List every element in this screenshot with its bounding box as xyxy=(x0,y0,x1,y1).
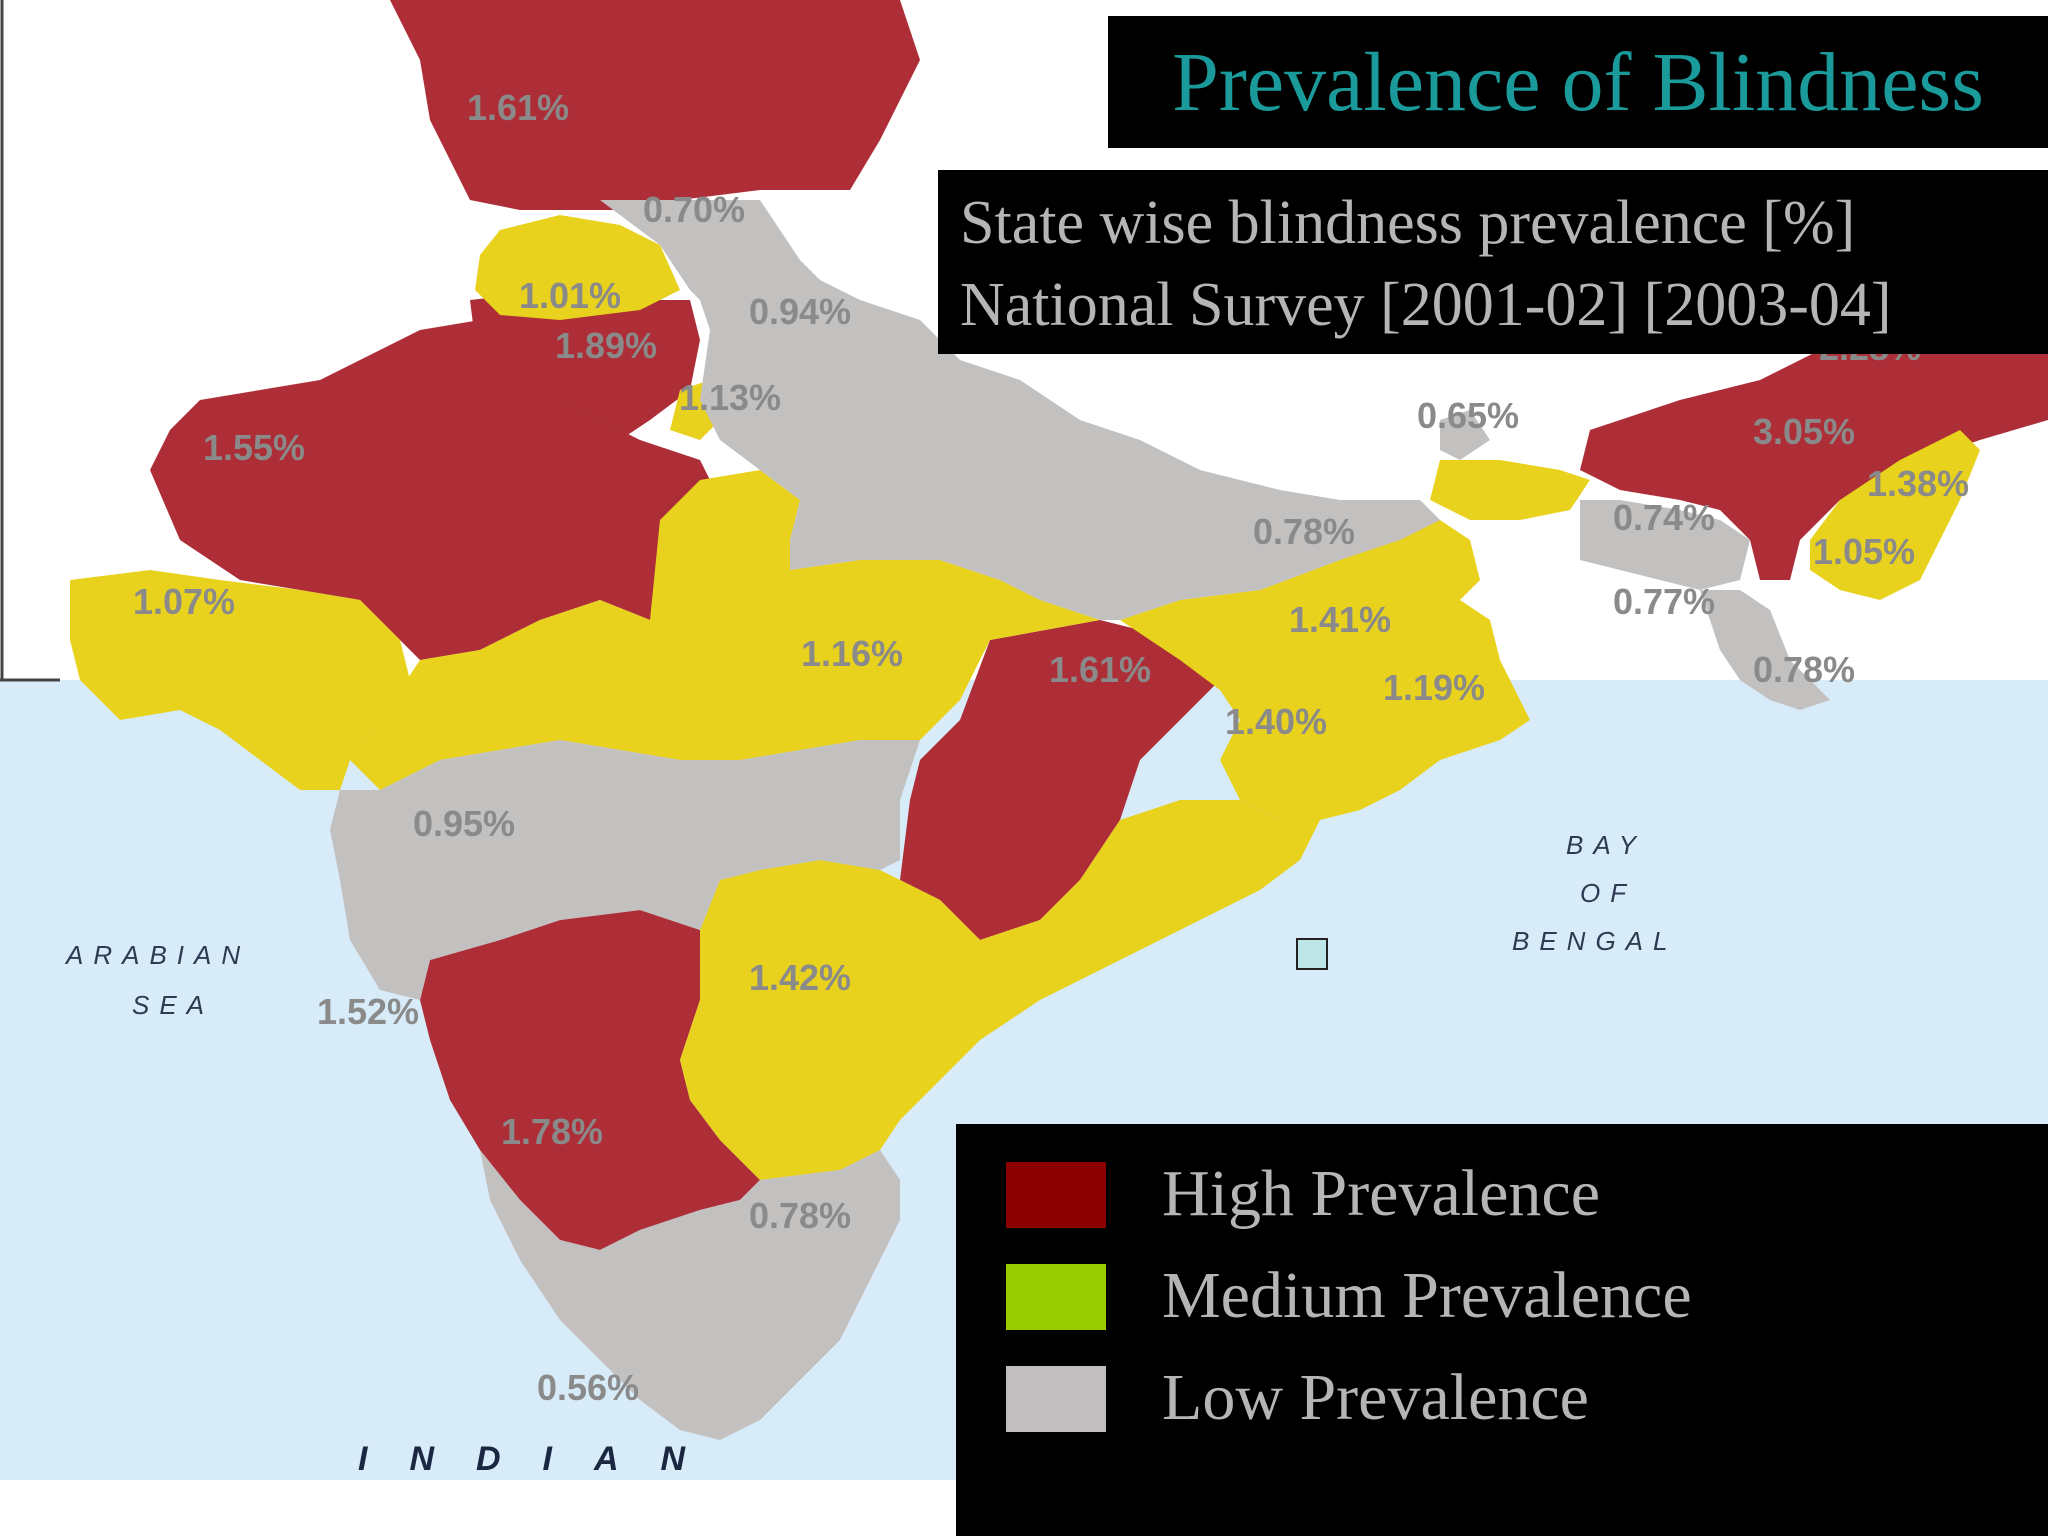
region-tamil-nadu-kerala xyxy=(480,1150,900,1440)
region-odisha-ap-north xyxy=(680,800,1320,1180)
region-karnataka xyxy=(420,910,760,1250)
bay-of-bengal-label-line2: OF xyxy=(1580,878,1637,908)
state-value-label: 0.70% xyxy=(643,189,745,230)
region-rajasthan xyxy=(150,320,720,660)
region-arunachal xyxy=(1580,320,2048,580)
state-value-label: 0.74% xyxy=(1613,497,1715,538)
bay-of-bengal-label-line3: BENGAL xyxy=(1512,926,1678,956)
legend-swatch-medium xyxy=(1006,1264,1106,1330)
arabian-sea-label-line1: ARABIAN xyxy=(66,940,251,970)
state-value-label: 0.78% xyxy=(1753,649,1855,690)
state-value-label: 1.89% xyxy=(555,325,657,366)
state-regions xyxy=(70,0,2048,1440)
state-value-label: 1.16% xyxy=(801,633,903,674)
state-value-label: 1.61% xyxy=(467,87,569,128)
state-value-label: 1.52% xyxy=(317,991,419,1032)
legend-swatch-high xyxy=(1006,1162,1106,1228)
region-madhya-pradesh xyxy=(350,470,1100,790)
state-value-label: 1.55% xyxy=(203,427,305,468)
region-sikkim-wb-north xyxy=(1430,460,1590,520)
legend-label-medium: Medium Prevalence xyxy=(1162,1259,1692,1332)
state-value-label: 1.01% xyxy=(519,275,621,316)
state-value-label: 0.56% xyxy=(537,1367,639,1408)
map-marker-square xyxy=(1296,938,1328,970)
page-title: Prevalence of Blindness xyxy=(1172,35,1984,129)
state-value-label: 1.13% xyxy=(679,377,781,418)
state-value-label: 0.65% xyxy=(1417,395,1519,436)
state-value-label: 0.77% xyxy=(1613,581,1715,622)
legend-label-high: High Prevalence xyxy=(1162,1157,1600,1230)
bay-of-bengal-label-line1: BAY xyxy=(1566,830,1647,860)
bottom-strip xyxy=(0,1480,960,1536)
state-value-label: 1.41% xyxy=(1289,599,1391,640)
region-maharashtra xyxy=(330,740,920,1000)
state-value-label: 0.94% xyxy=(749,291,851,332)
state-value-label: 1.38% xyxy=(1867,463,1969,504)
state-value-label: 1.05% xyxy=(1813,531,1915,572)
region-meghalaya-area xyxy=(1810,430,1980,600)
state-value-label: 0.78% xyxy=(1253,511,1355,552)
subtitle-line-1: State wise blindness prevalence [%] xyxy=(960,189,1856,257)
state-value-label: 1.07% xyxy=(133,581,235,622)
region-jammu-kashmir xyxy=(390,0,920,210)
indian-ocean-label: INDIAN xyxy=(358,1440,728,1478)
state-value-label: 1.42% xyxy=(749,957,851,998)
region-uttarakhand-up xyxy=(600,200,1440,620)
legend-label-low: Low Prevalence xyxy=(1162,1361,1589,1434)
legend-swatch-low xyxy=(1006,1366,1106,1432)
region-himachal xyxy=(475,215,680,320)
subtitle-box: State wise blindness prevalence [%] Nati… xyxy=(938,170,2048,354)
state-value-label: 1.40% xyxy=(1225,701,1327,742)
arabian-sea-label-line2: SEA xyxy=(132,990,215,1020)
region-nepal-sikkim xyxy=(1440,410,1490,460)
title-box: Prevalence of Blindness xyxy=(1108,16,2048,148)
state-value-label: 0.78% xyxy=(749,1195,851,1236)
state-value-label: 1.78% xyxy=(501,1111,603,1152)
legend: High Prevalence Medium Prevalence Low Pr… xyxy=(956,1124,2048,1536)
region-gujarat xyxy=(70,570,410,790)
state-value-label: 0.95% xyxy=(413,803,515,844)
state-value-label: 3.05% xyxy=(1753,411,1855,452)
state-value-label: 1.19% xyxy=(1383,667,1485,708)
region-chhattisgarh xyxy=(900,620,1220,940)
state-value-label: 1.61% xyxy=(1049,649,1151,690)
region-bihar-jharkhand-wb xyxy=(1120,520,1530,820)
region-assam xyxy=(1580,500,1750,590)
subtitle-line-2: National Survey [2001-02] [2003-04] xyxy=(960,271,1892,339)
region-tripura-mizoram xyxy=(1700,590,1830,710)
